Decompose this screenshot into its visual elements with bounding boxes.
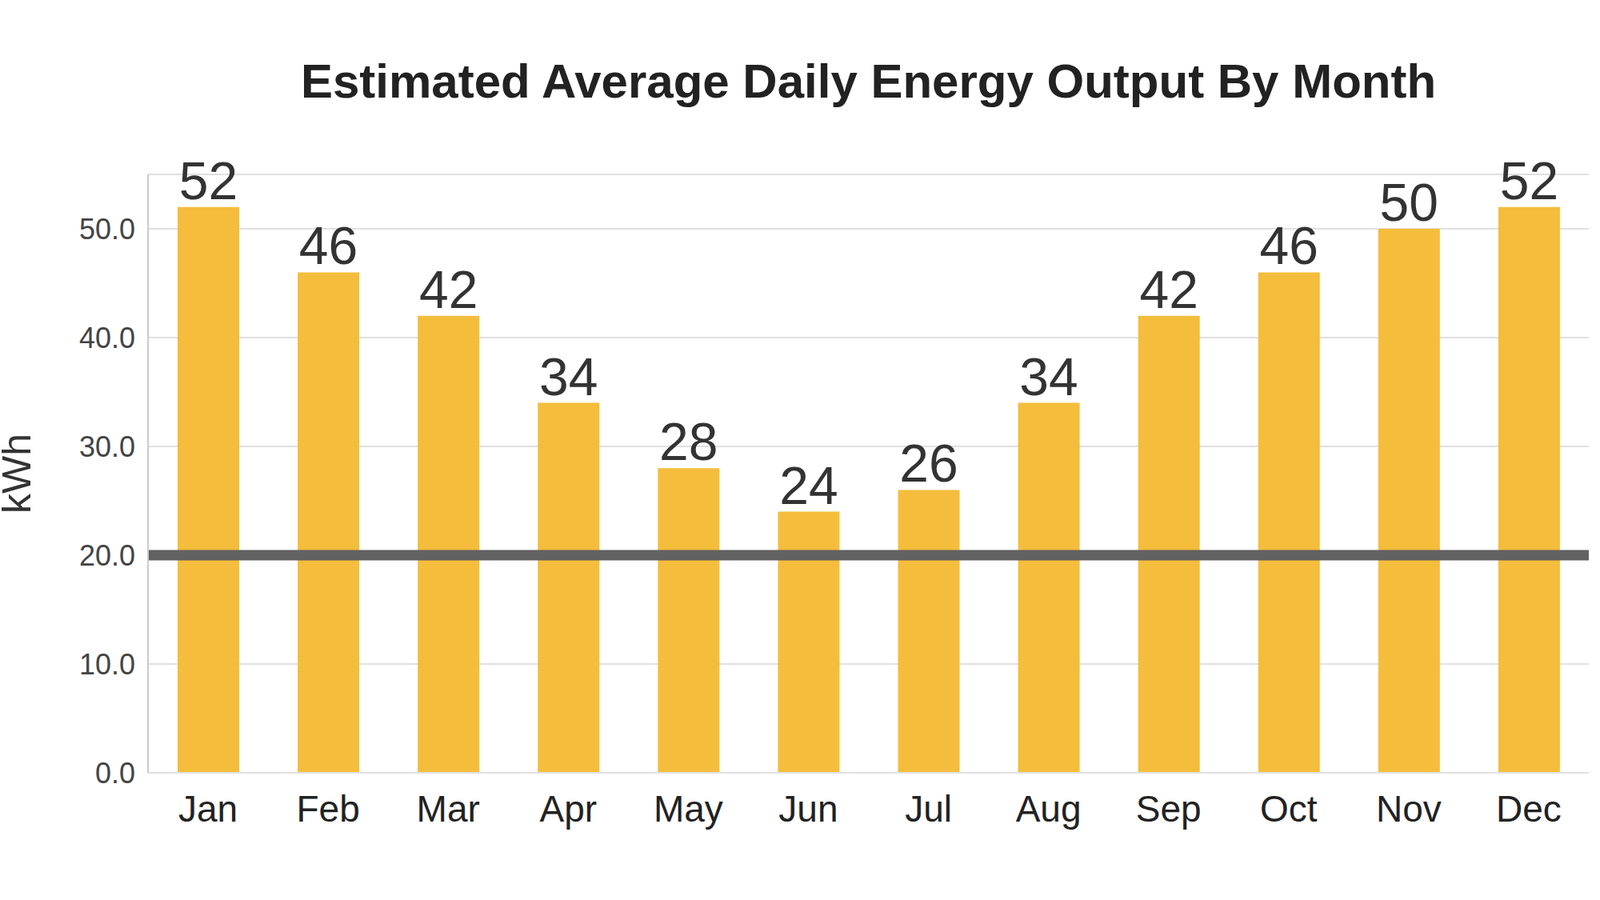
svg-text:50.0: 50.0 — [79, 212, 136, 246]
html-text:Estimated Average Daily Energy: Estimated Average Daily Energy Output By… — [300, 54, 1437, 108]
svg-text:10.0: 10.0 — [79, 648, 136, 681]
svg-text:34: 34 — [539, 347, 598, 407]
svg-text:42: 42 — [1139, 260, 1198, 320]
svg-text:Aug: Aug — [1016, 788, 1082, 830]
svg-text:26: 26 — [899, 433, 958, 493]
svg-text:Nov: Nov — [1376, 788, 1442, 830]
svg-text:42: 42 — [419, 260, 478, 320]
svg-text:Dec: Dec — [1496, 788, 1562, 830]
svg-text:40.0: 40.0 — [79, 321, 136, 355]
svg-text:Jul: Jul — [904, 788, 952, 830]
svg-text:46: 46 — [299, 216, 358, 276]
svg-text:52: 52 — [1500, 151, 1559, 211]
svg-text:20.0: 20.0 — [79, 539, 136, 572]
svg-text:Feb: Feb — [296, 788, 360, 830]
svg-text:kWh: kWh — [6, 433, 40, 514]
svg-text:28: 28 — [659, 412, 718, 472]
svg-text:Apr: Apr — [539, 788, 597, 830]
svg-text:46: 46 — [1260, 216, 1319, 276]
svg-text:0.0: 0.0 — [95, 756, 136, 790]
svg-text:Jun: Jun — [778, 788, 838, 830]
svg-text:50: 50 — [1380, 172, 1439, 232]
svg-text:Sep: Sep — [1136, 788, 1202, 830]
svg-text:52: 52 — [179, 151, 238, 211]
svg-text:24: 24 — [779, 456, 838, 516]
svg-text:Oct: Oct — [1260, 788, 1318, 830]
svg-text:Mar: Mar — [416, 788, 480, 830]
svg-text:May: May — [653, 788, 724, 830]
svg-text:30.0: 30.0 — [79, 430, 136, 464]
svg-text:34: 34 — [1019, 347, 1078, 407]
svg-text:Jan: Jan — [178, 788, 238, 830]
